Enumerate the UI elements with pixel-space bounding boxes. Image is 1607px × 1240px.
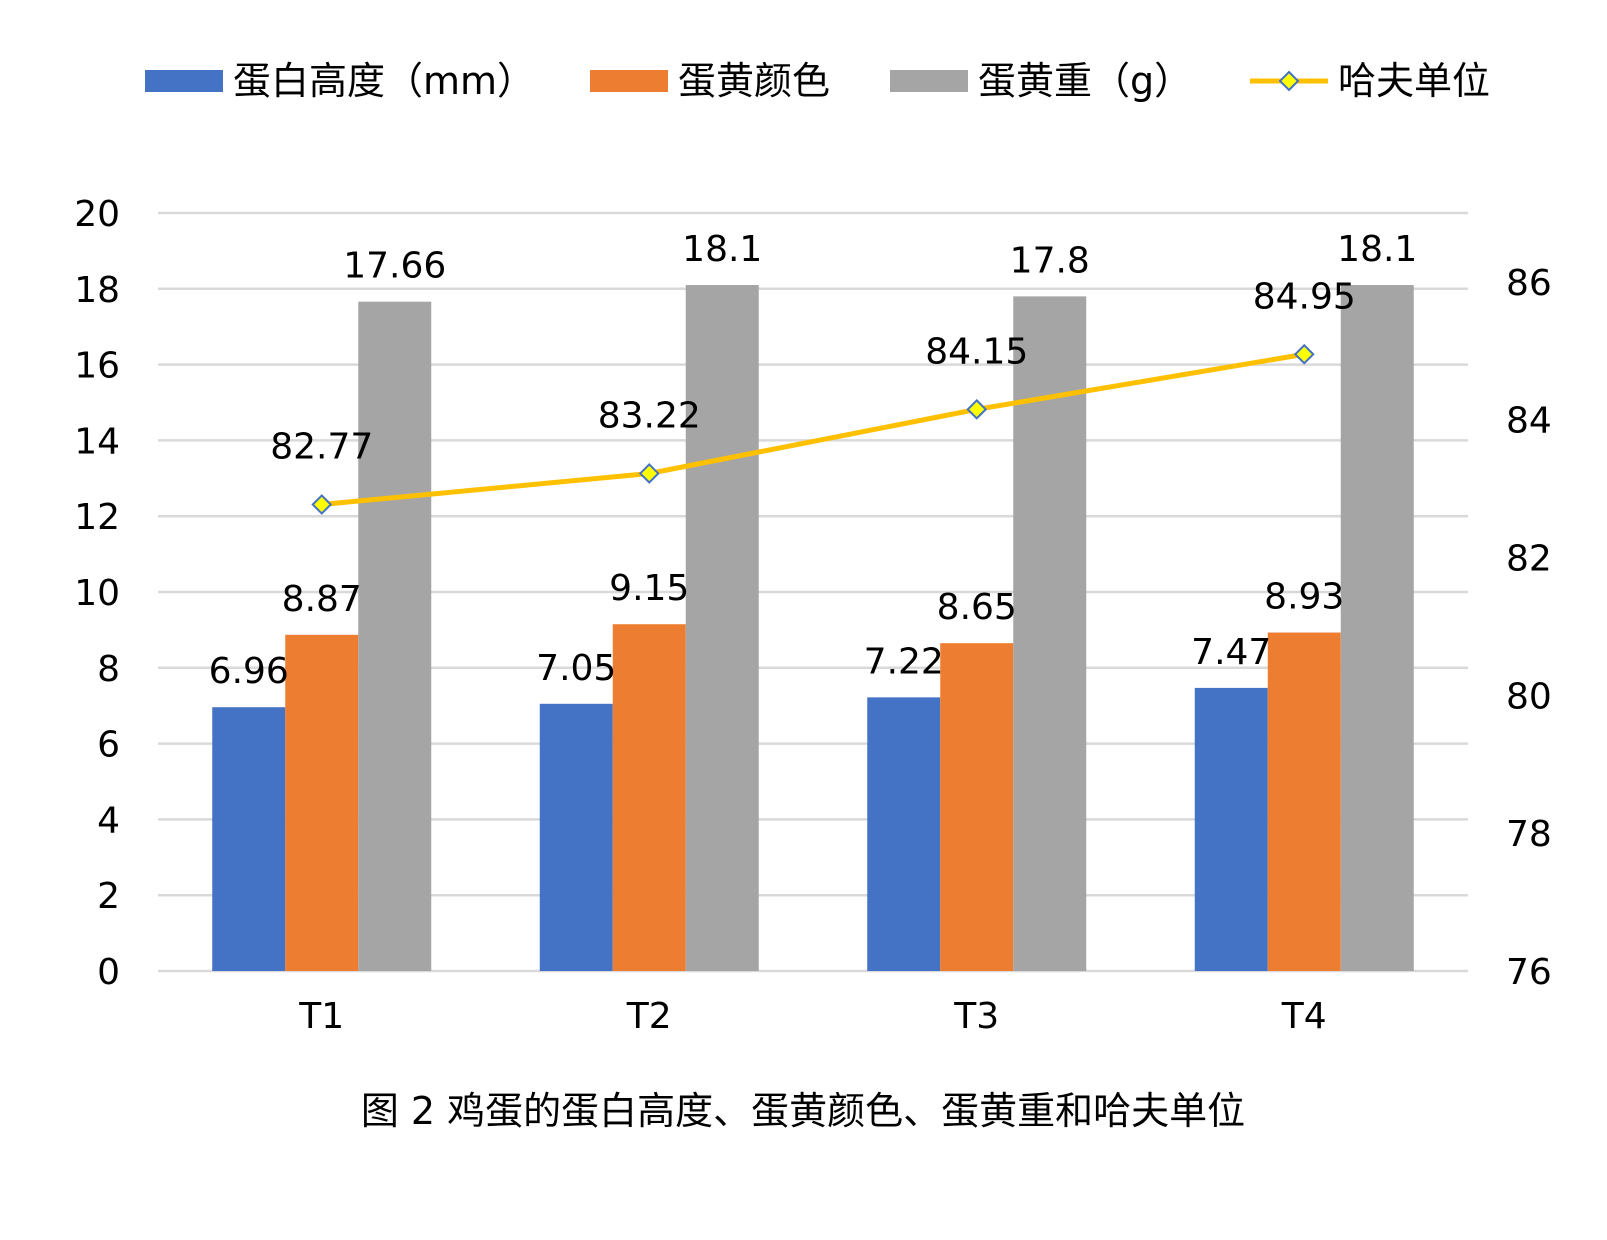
x-tick-label: T4 (1281, 996, 1327, 1037)
bar (1267, 632, 1341, 971)
legend-label: 蛋黄重（g） (978, 59, 1192, 103)
bar-data-label: 17.66 (343, 246, 446, 287)
line-data-label: 82.77 (270, 426, 373, 467)
bar-data-label: 8.65 (937, 587, 1017, 628)
legend-label: 蛋黄颜色 (678, 59, 830, 103)
bar (539, 703, 613, 971)
bar-data-label: 18.1 (682, 229, 762, 270)
x-tick-label: T3 (953, 996, 999, 1037)
data-labels: 6.96 7.05 7.22 7.47 8.87 9.15 8.65 8.93 17.66 18.… (209, 229, 1418, 692)
line-point (311, 494, 333, 515)
y-left-tick-label: 18 (74, 270, 120, 311)
y-right-tick-label: 82 (1506, 539, 1552, 580)
x-tick-label: T1 (298, 996, 344, 1037)
line-point (966, 398, 988, 420)
bar (1340, 285, 1414, 971)
bar-data-label: 7.47 (1191, 632, 1271, 673)
legend: 蛋白高度（mm） 蛋黄颜色 蛋黄重（g） 哈夫单位 (145, 59, 1490, 103)
bar (1013, 296, 1087, 971)
y-left-tick-label: 14 (74, 421, 120, 462)
line-point (638, 463, 660, 484)
line-point (1293, 343, 1315, 365)
y-right-tick-label: 84 (1506, 401, 1552, 442)
y-right-tick-label: 76 (1506, 952, 1552, 993)
bar-data-label: 18.1 (1337, 229, 1417, 270)
bar-data-label: 8.87 (282, 579, 362, 620)
y-left-tick-label: 4 (97, 800, 120, 841)
line-path (321, 351, 1305, 507)
left-axis: 0 2 4 6 8 10 12 14 16 18 20 (74, 194, 120, 993)
y-left-tick-label: 20 (74, 194, 120, 235)
bar (358, 301, 432, 971)
y-right-tick-label: 80 (1506, 676, 1552, 717)
bar-data-label: 9.15 (609, 568, 689, 609)
y-right-tick-label: 86 (1506, 263, 1552, 304)
x-tick-label: T2 (626, 996, 672, 1037)
x-axis: T1 T2 T3 T4 (298, 996, 1326, 1037)
y-left-tick-label: 6 (97, 725, 120, 766)
y-left-tick-label: 10 (74, 573, 120, 614)
line-data-label: 83.22 (598, 395, 701, 436)
bar (940, 643, 1014, 971)
bar-data-label: 7.05 (536, 648, 616, 689)
y-left-tick-label: 12 (74, 497, 120, 538)
y-right-tick-label: 78 (1506, 814, 1552, 855)
right-axis: 76 78 80 82 84 86 (1506, 263, 1552, 993)
bar-data-label: 17.8 (1010, 240, 1090, 281)
bar (612, 624, 686, 971)
bar-data-label: 7.22 (864, 641, 944, 682)
legend-swatch (590, 70, 668, 92)
line-series (311, 343, 1315, 515)
bar (685, 285, 759, 971)
bars (212, 285, 1414, 971)
bar (1194, 687, 1268, 971)
bar-data-label: 6.96 (209, 651, 289, 692)
line-data-label: 84.95 (1253, 276, 1356, 317)
bar (212, 707, 286, 971)
y-left-tick-label: 16 (74, 346, 120, 387)
legend-label: 哈夫单位 (1338, 59, 1490, 103)
bar-data-label: 8.93 (1264, 577, 1344, 618)
y-left-tick-label: 0 (97, 952, 120, 993)
line-data-label: 84.15 (925, 331, 1028, 372)
legend-marker (1278, 70, 1300, 92)
legend-label: 蛋白高度（mm） (233, 59, 535, 103)
y-left-tick-label: 8 (97, 649, 120, 690)
bar (285, 634, 359, 971)
figure-caption: 图 2 鸡蛋的蛋白高度、蛋黄颜色、蛋黄重和哈夫单位 (361, 1089, 1245, 1133)
legend-swatch (145, 70, 223, 92)
legend-swatch (890, 70, 968, 92)
y-left-tick-label: 2 (97, 876, 120, 917)
bar (867, 697, 941, 971)
